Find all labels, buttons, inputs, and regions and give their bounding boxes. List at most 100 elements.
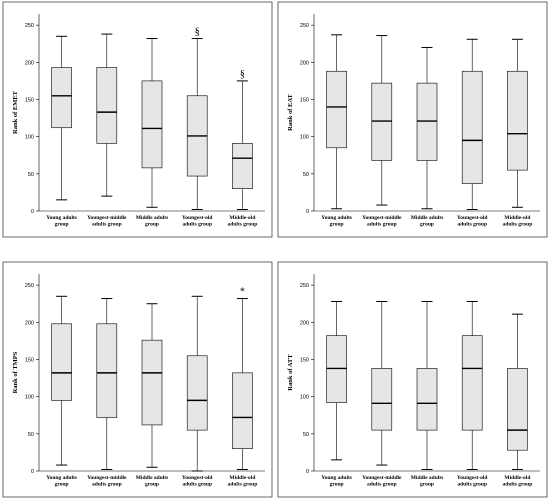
label-line: adults group bbox=[367, 222, 397, 228]
x-tick-label: Young adults group bbox=[321, 215, 352, 228]
label-line: group bbox=[145, 222, 159, 228]
panel-frame bbox=[277, 261, 548, 498]
label-line: Young adults bbox=[46, 475, 77, 481]
y-tick-label: 50 bbox=[303, 432, 309, 438]
x-tick-label: Young adults group bbox=[46, 215, 77, 228]
y-tick-label: 50 bbox=[28, 172, 34, 178]
box bbox=[326, 70, 347, 149]
panel-frame bbox=[2, 261, 273, 498]
label-line: Middle adults bbox=[411, 475, 444, 481]
label-line: Youngest-old bbox=[457, 475, 488, 481]
box bbox=[232, 372, 253, 449]
box bbox=[186, 355, 208, 431]
y-tick-label: 250 bbox=[25, 283, 34, 289]
x-tick-label: Youngest-middle adults group bbox=[87, 475, 127, 488]
label-line: Middle adults bbox=[411, 215, 444, 221]
box bbox=[461, 70, 483, 184]
x-tick-label: Young adults group bbox=[46, 475, 77, 488]
y-tick-label: 0 bbox=[31, 469, 34, 475]
y-tick-label: 150 bbox=[300, 357, 309, 363]
label-line: Youngest-old bbox=[182, 215, 213, 221]
y-tick-label: 50 bbox=[28, 432, 34, 438]
label-line: Young adults bbox=[46, 215, 77, 221]
y-tick-label: 100 bbox=[25, 135, 34, 141]
label-line: adults group bbox=[503, 482, 533, 488]
label-line: Middle-old bbox=[504, 215, 530, 221]
box bbox=[96, 323, 118, 418]
label-line: Youngest-middle bbox=[87, 215, 127, 221]
y-tick-label: 100 bbox=[25, 395, 34, 401]
label-line: group bbox=[330, 482, 344, 488]
x-tick-label: Youngest-old adults group bbox=[182, 215, 213, 228]
box bbox=[326, 335, 347, 403]
label-line: Young adults bbox=[321, 475, 352, 481]
label-line: Young adults bbox=[321, 215, 352, 221]
label-line: Youngest-middle bbox=[362, 215, 402, 221]
box bbox=[461, 335, 483, 431]
x-tick-label: Youngest-middle adults group bbox=[87, 215, 127, 228]
label-line: Middle adults bbox=[136, 215, 169, 221]
y-tick-label: 150 bbox=[300, 97, 309, 103]
y-tick-label: 200 bbox=[300, 320, 309, 326]
box bbox=[507, 70, 528, 171]
annotation: * bbox=[240, 287, 245, 298]
x-tick-label: Middle-old adults group bbox=[228, 215, 258, 228]
y-tick-label: 150 bbox=[25, 97, 34, 103]
label-line: Middle-old bbox=[229, 475, 255, 481]
y-tick-label: 50 bbox=[303, 172, 309, 178]
y-tick-label: 200 bbox=[25, 60, 34, 66]
label-line: Middle-old bbox=[229, 215, 255, 221]
label-line: group bbox=[330, 222, 344, 228]
x-tick-label: Middle adults group bbox=[136, 215, 169, 228]
x-tick-label: Middle adults group bbox=[411, 215, 444, 228]
box bbox=[141, 339, 163, 426]
y-tick-label: 0 bbox=[306, 469, 309, 475]
label-line: group bbox=[420, 482, 434, 488]
x-tick-label: Youngest-middle adults group bbox=[362, 215, 402, 228]
x-tick-label: Youngest-old adults group bbox=[457, 215, 488, 228]
x-tick-label: Youngest-old adults group bbox=[457, 475, 488, 488]
box bbox=[371, 368, 393, 431]
y-tick-label: 250 bbox=[25, 23, 34, 29]
label-line: Youngest-old bbox=[182, 475, 213, 481]
label-line: Middle-old bbox=[504, 475, 530, 481]
panel-frame bbox=[277, 1, 548, 238]
x-tick-label: Middle adults group bbox=[136, 475, 169, 488]
label-line: Youngest-middle bbox=[87, 475, 127, 481]
x-tick-label: Youngest-old adults group bbox=[182, 475, 213, 488]
box bbox=[507, 368, 528, 451]
label-line: adults group bbox=[228, 482, 258, 488]
label-line: group bbox=[145, 482, 159, 488]
label-line: adults group bbox=[182, 482, 212, 488]
annotation: § bbox=[195, 27, 200, 38]
panel-frame bbox=[2, 1, 273, 238]
x-tick-label: Middle-old adults group bbox=[228, 475, 258, 488]
box bbox=[232, 143, 253, 189]
y-axis-label: Rank of EMET bbox=[12, 90, 19, 134]
label-line: adults group bbox=[457, 222, 487, 228]
label-line: group bbox=[55, 482, 69, 488]
y-tick-label: 100 bbox=[300, 395, 309, 401]
box bbox=[416, 82, 438, 161]
x-tick-label: Middle adults group bbox=[411, 475, 444, 488]
y-axis-label: Rank of TMPS bbox=[12, 351, 19, 393]
label-line: adults group bbox=[92, 222, 122, 228]
x-tick-label: Youngest-middle adults group bbox=[362, 475, 402, 488]
y-tick-label: 250 bbox=[300, 283, 309, 289]
y-axis-label: Rank of EAT bbox=[287, 93, 294, 130]
label-line: group bbox=[55, 222, 69, 228]
box bbox=[141, 80, 163, 169]
label-line: Youngest-middle bbox=[362, 475, 402, 481]
x-tick-label: Middle-old adults group bbox=[503, 475, 533, 488]
y-tick-label: 0 bbox=[31, 209, 34, 215]
box bbox=[51, 67, 72, 129]
y-tick-label: 150 bbox=[25, 357, 34, 363]
label-line: adults group bbox=[228, 222, 258, 228]
label-line: adults group bbox=[457, 482, 487, 488]
y-tick-label: 0 bbox=[306, 209, 309, 215]
label-line: adults group bbox=[182, 222, 212, 228]
